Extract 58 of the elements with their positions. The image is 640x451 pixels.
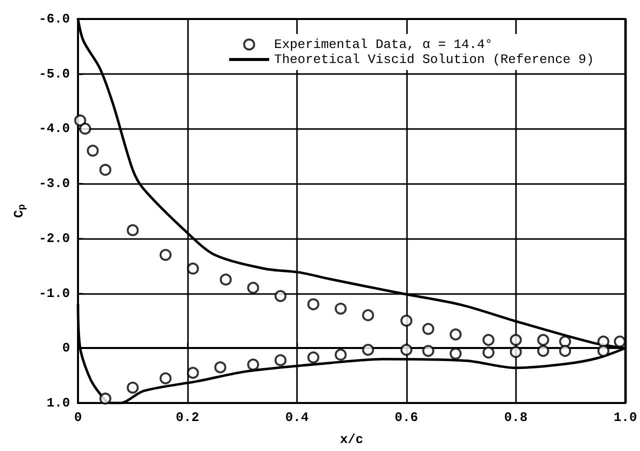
point (597, 344, 610, 357)
x-tick-label: 0.4 (285, 410, 309, 425)
legend-label: Theoretical Viscid Solution (Reference 9) (274, 52, 594, 67)
legend-label: Experimental Data, α = 14.4° (274, 37, 493, 52)
point (307, 351, 320, 364)
point (126, 382, 139, 394)
point (450, 348, 462, 360)
point (160, 372, 172, 384)
point (99, 164, 112, 176)
point (86, 144, 99, 157)
y-axis-title: Cp (11, 204, 28, 218)
point (537, 334, 550, 346)
point (214, 361, 226, 374)
point (559, 344, 572, 357)
x-tick-label: 0.6 (394, 410, 418, 425)
point (334, 302, 347, 315)
y-tick-label: -4.0 (38, 121, 70, 136)
point (307, 298, 320, 310)
point (99, 392, 112, 405)
point (74, 114, 86, 126)
point (400, 314, 412, 327)
point (334, 348, 347, 361)
y-tick-label: -3.0 (38, 176, 70, 192)
y-tick-label: 0 (62, 340, 70, 356)
point (247, 358, 260, 371)
point (274, 354, 286, 366)
point (400, 344, 412, 356)
point (597, 336, 610, 348)
y-tick-label: -6.0 (38, 12, 70, 26)
point (559, 336, 572, 348)
point (79, 122, 92, 135)
x-tick-label: 0.2 (176, 410, 200, 425)
point (422, 344, 434, 357)
point (186, 366, 199, 379)
x-tick-label: 1.0 (614, 410, 638, 425)
point (362, 344, 374, 356)
point (186, 262, 199, 275)
x-tick-label: 0 (74, 410, 82, 425)
point (510, 334, 522, 346)
point (126, 224, 139, 236)
point (362, 309, 374, 322)
point (274, 290, 286, 302)
y-tick-label: -1.0 (38, 286, 70, 301)
y-tick-label: -2.0 (38, 230, 70, 246)
point (482, 334, 494, 346)
point (220, 274, 232, 286)
x-axis-title: x/c (340, 432, 364, 447)
point (537, 344, 550, 357)
point (247, 282, 260, 294)
point (510, 346, 522, 358)
point (614, 336, 626, 348)
point (422, 322, 434, 335)
y-tick-label: -5.0 (38, 66, 70, 82)
y-tick-label: 1.0 (46, 396, 70, 410)
x-tick-label: 0.8 (504, 410, 528, 425)
point (450, 328, 462, 340)
point (160, 248, 172, 261)
point (482, 346, 494, 359)
